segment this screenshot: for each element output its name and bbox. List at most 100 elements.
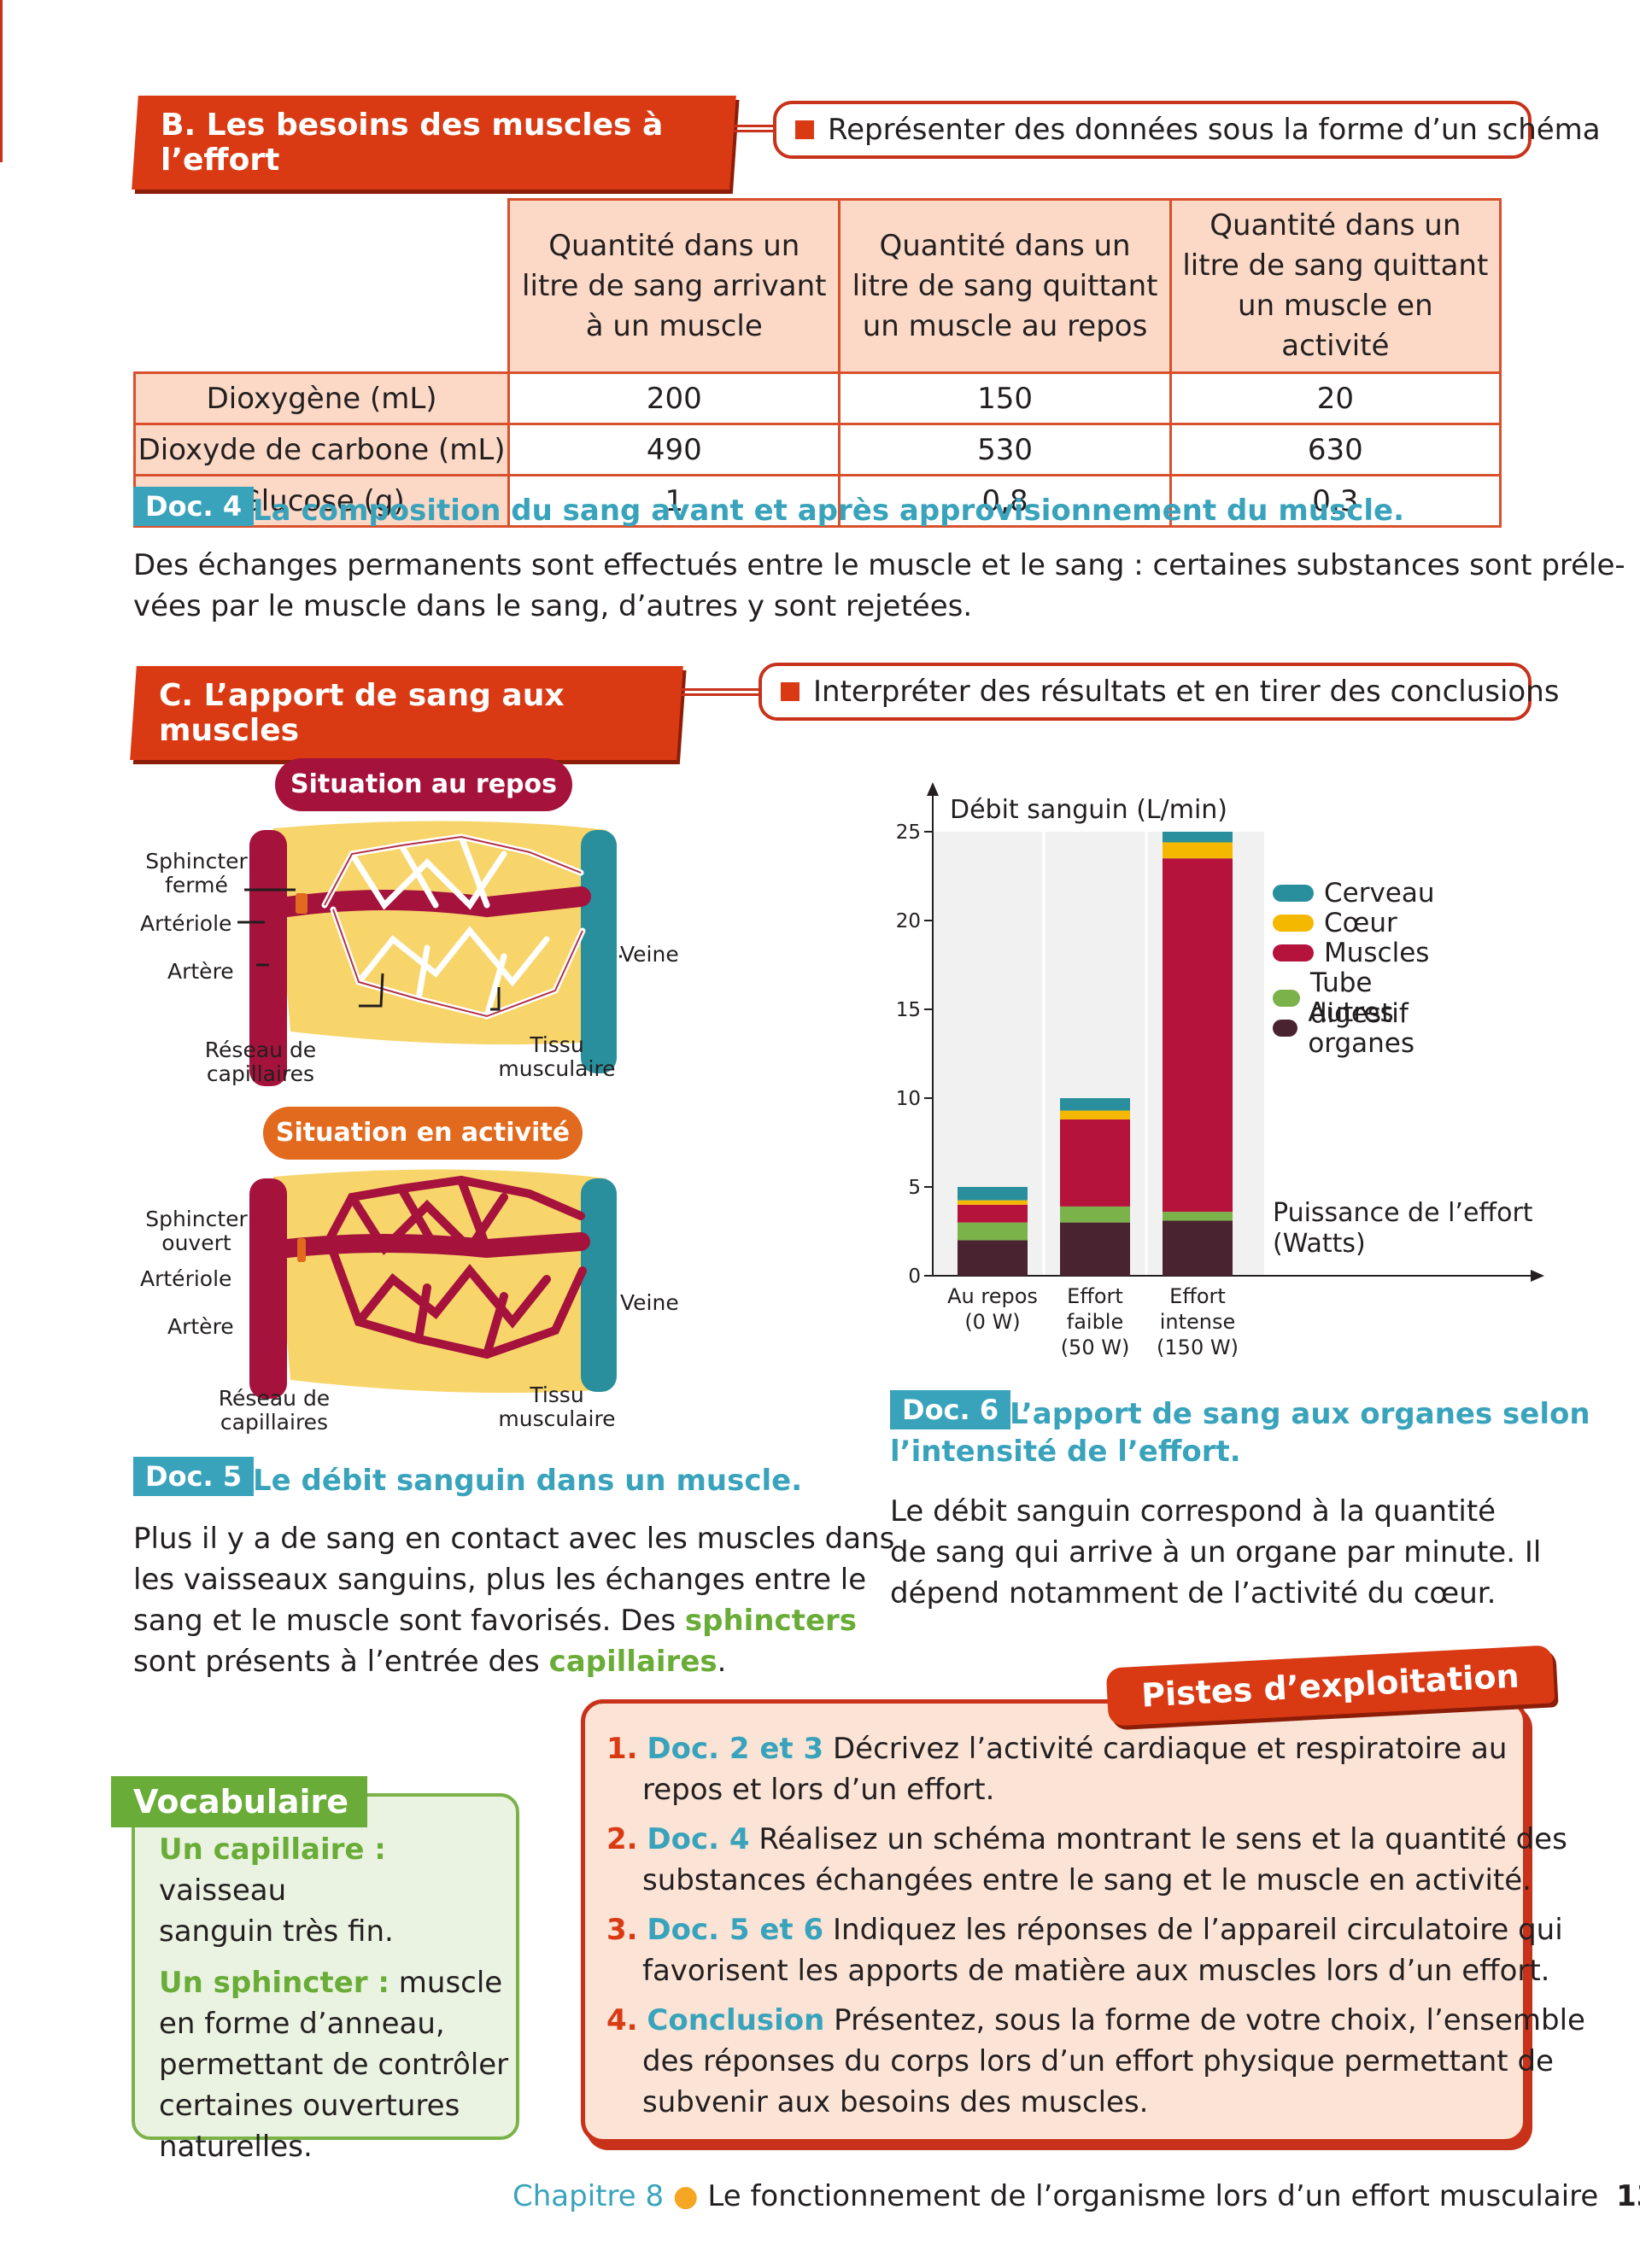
vocab-sphincter-line5: naturelles. — [159, 2130, 313, 2164]
artery-label-rest: Artère — [167, 959, 234, 984]
x-category-label: (50 W) — [1061, 1336, 1130, 1359]
vein-rest — [581, 830, 617, 1073]
y-tick-label: 0 — [908, 1266, 921, 1288]
doc4-text-line2: vées par le muscle dans le sang, d’autre… — [133, 589, 973, 623]
section-b-skill-text: Représenter des données sous la forme d’… — [828, 113, 1601, 147]
capillary-network-active — [278, 1175, 590, 1359]
section-c-title-text: C. L’apport de sang aux muscles — [159, 678, 565, 748]
sphincter-closed-rest — [296, 893, 308, 914]
doc6-text: Le débit sanguin correspond à la quantit… — [890, 1491, 1541, 1614]
table-cell: 630 — [1168, 423, 1502, 476]
table-row-label: Dioxyde de carbone (mL) — [132, 423, 511, 476]
x-category-label: intense — [1160, 1310, 1236, 1334]
table-cell: 530 — [838, 423, 1172, 476]
bar-segment-muscles — [1060, 1119, 1130, 1207]
legend-item: Cœur — [1273, 908, 1397, 938]
x-category-label: faible — [1067, 1310, 1124, 1334]
bar-segment-autres-organes — [1060, 1222, 1130, 1276]
legend-swatch — [1273, 944, 1314, 962]
footer-chapter: Chapitre 8 — [512, 2179, 665, 2213]
doc5-line1: Plus il y a de sang en contact avec les … — [133, 1522, 895, 1556]
active-situation-pill: Situation en activité — [263, 1107, 583, 1160]
x-category-label: Effort — [1169, 1284, 1226, 1308]
tissue-label-rest: Tissu musculaire — [498, 1032, 616, 1081]
page-edge-line — [0, 0, 3, 162]
sphincters-term: sphincters — [684, 1604, 858, 1638]
x-axis-label: Puissance de l’effort — [1273, 1198, 1533, 1228]
question-3: 3. Doc. 5 et 6 Indiquez les réponses de … — [606, 1913, 1563, 1988]
y-axis-label: Débit sanguin (L/min) — [950, 795, 1227, 825]
pointer-lines-rest — [237, 888, 622, 1011]
footer-bullet-icon: ● — [672, 2179, 699, 2213]
vocab-capillaire-line2: sanguin très fin. — [159, 1914, 394, 1949]
capillaries-label-rest: Réseau de capillaires — [204, 1038, 317, 1086]
legend-swatch — [1273, 915, 1314, 932]
table-corner — [135, 200, 509, 373]
section-c-connector — [680, 688, 761, 696]
doc5-text: Plus il y a de sang en contact avec les … — [133, 1518, 895, 1682]
x-axis-arrow — [1531, 1270, 1544, 1282]
vocab-term-capillaire: Un capillaire : — [159, 1833, 386, 1867]
vocab-sphincter-line2: en forme d’anneau, — [159, 2007, 445, 2041]
table-cell: 200 — [507, 371, 841, 425]
x-category-label: (150 W) — [1157, 1336, 1239, 1359]
doc6-tag: Doc. 6 — [890, 1390, 1011, 1429]
arteriole-label-rest: Artériole — [140, 911, 232, 936]
y-tick-label: 20 — [896, 910, 921, 932]
section-b-title-text: B. Les besoins des muscles à l’effort — [161, 108, 664, 178]
bar-segment-cerveau — [1060, 1098, 1130, 1111]
y-tick-label: 10 — [896, 1088, 921, 1110]
question-4: 4. Conclusion Présentez, sous la forme d… — [606, 2003, 1585, 2119]
doc5-line4: sont présents à l’entrée des capillaires… — [133, 1645, 727, 1679]
section-c-skill-text: Interpréter des résultats et en tirer de… — [813, 675, 1560, 709]
question-1: 1. Doc. 2 et 3 Décrivez l’activité cardi… — [606, 1732, 1508, 1807]
table-row: Dioxyde de carbone (mL) 490 530 630 — [132, 423, 1502, 476]
legend-swatch — [1273, 990, 1300, 1007]
table-cell: 20 — [1168, 371, 1502, 425]
doc4-tag: Doc. 4 — [133, 487, 255, 526]
capillaries-label-active: Réseau de capillaires — [218, 1386, 331, 1435]
y-axis-arrow — [927, 782, 939, 796]
doc6-line2: de sang qui arrive à un organe par minut… — [890, 1535, 1542, 1569]
table-cell: 0,8 — [838, 474, 1172, 528]
tissue-label-active: Tissu musculaire — [498, 1382, 616, 1431]
y-tick-label: 25 — [896, 821, 921, 844]
muscle-tissue-active — [273, 1169, 606, 1394]
table-cell: 490 — [507, 423, 841, 476]
exploitation-box — [581, 1699, 1527, 2143]
vocabulary-box — [132, 1793, 519, 2140]
bar-segment-tube-digestif — [1163, 1212, 1233, 1221]
vocab-sphincter-line3: permettant de contrôler — [159, 2048, 509, 2082]
table-row-label: Dioxygène (mL) — [132, 371, 511, 425]
footer-title: Le fonctionnement de l’organisme lors d’… — [707, 2179, 1599, 2213]
table-cell: 150 — [838, 371, 1172, 425]
table-header-row: Quantité dans un litre de sang arrivant … — [135, 198, 1502, 374]
table-header-cell: Quantité dans un litre de sang arrivant … — [507, 198, 841, 374]
vocab-sphincter-line4: certaines ouvertures — [159, 2089, 460, 2123]
legend-swatch — [1273, 885, 1314, 902]
capillaries-term: capillaires — [548, 1645, 718, 1679]
bar-segment-cerveau — [1163, 832, 1233, 843]
y-tick-label: 15 — [896, 999, 921, 1021]
vein-active — [581, 1178, 617, 1392]
bar-segment-cerveau — [958, 1187, 1028, 1201]
section-c-title: C. L’apport de sang aux muscles — [130, 666, 683, 760]
y-tick-label: 5 — [908, 1177, 921, 1199]
doc5-tag: Doc. 5 — [133, 1457, 255, 1496]
sphincter-closed-label: Sphincter fermé — [145, 849, 248, 897]
doc4-table: Quantité dans un litre de sang arrivant … — [132, 198, 1502, 528]
sphincter-open-active — [297, 1238, 306, 1262]
legend-item: Muscles — [1273, 938, 1429, 968]
table-header-cell: Quantité dans un litre de sang quittant … — [1168, 198, 1502, 374]
table-cell: 1 — [507, 474, 841, 528]
bar-segment-cœur — [958, 1200, 1028, 1205]
bar-segment-autres-organes — [958, 1240, 1028, 1276]
section-c-skill: Interpréter des résultats et en tirer de… — [758, 663, 1560, 721]
x-axis-label-unit: (Watts) — [1273, 1229, 1366, 1259]
vocabulary-text: Un capillaire : vaisseau sanguin très fi… — [159, 1829, 509, 2167]
sphincter-open-label: Sphincter ouvert — [145, 1207, 248, 1255]
doc5-caption: Le débit sanguin dans un muscle. — [253, 1464, 803, 1498]
doc5-line2: les vaisseaux sanguins, plus les échange… — [133, 1563, 867, 1597]
legend-item: Autres organes — [1273, 997, 1431, 1059]
artery-label-active: Artère — [167, 1314, 234, 1339]
